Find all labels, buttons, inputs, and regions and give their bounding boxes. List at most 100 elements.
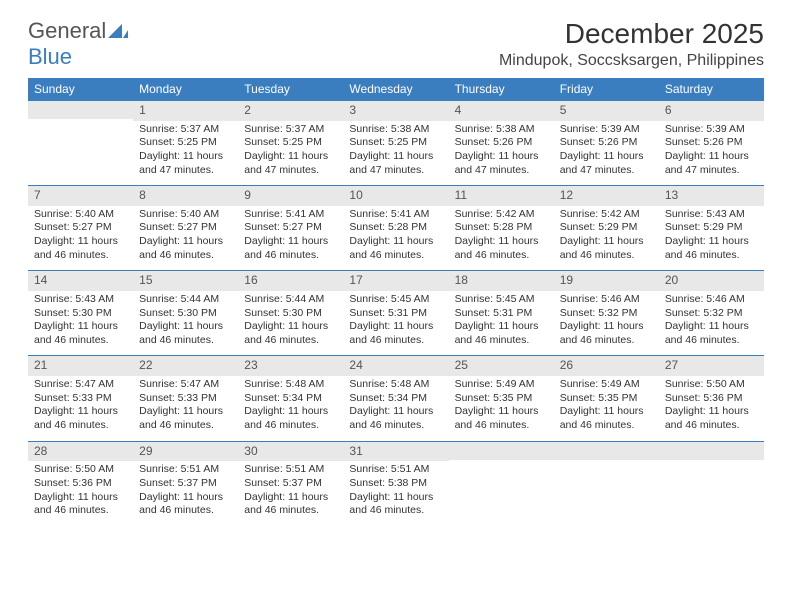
- day-content: Sunrise: 5:47 AMSunset: 5:33 PMDaylight:…: [133, 376, 238, 441]
- daylight-text: Daylight: 11 hours and 46 minutes.: [34, 491, 127, 518]
- daylight-text: Daylight: 11 hours and 46 minutes.: [139, 491, 232, 518]
- sunset-text: Sunset: 5:36 PM: [665, 392, 758, 406]
- sunrise-text: Sunrise: 5:41 AM: [244, 208, 337, 222]
- daylight-text: Daylight: 11 hours and 47 minutes.: [244, 150, 337, 177]
- day-number: 5: [554, 100, 659, 121]
- sunrise-text: Sunrise: 5:46 AM: [560, 293, 653, 307]
- sunrise-text: Sunrise: 5:41 AM: [349, 208, 442, 222]
- sunset-text: Sunset: 5:25 PM: [244, 136, 337, 150]
- day-number: 19: [554, 270, 659, 291]
- calendar-day-cell: 5Sunrise: 5:39 AMSunset: 5:26 PMDaylight…: [554, 100, 659, 185]
- sunrise-text: Sunrise: 5:45 AM: [349, 293, 442, 307]
- daylight-text: Daylight: 11 hours and 46 minutes.: [139, 235, 232, 262]
- calendar-day-cell: 10Sunrise: 5:41 AMSunset: 5:28 PMDayligh…: [343, 185, 448, 270]
- sunrise-text: Sunrise: 5:47 AM: [34, 378, 127, 392]
- day-number: 15: [133, 270, 238, 291]
- day-content: Sunrise: 5:43 AMSunset: 5:29 PMDaylight:…: [659, 206, 764, 271]
- calendar-day-cell: 23Sunrise: 5:48 AMSunset: 5:34 PMDayligh…: [238, 355, 343, 440]
- calendar-day-cell: 22Sunrise: 5:47 AMSunset: 5:33 PMDayligh…: [133, 355, 238, 440]
- calendar-week-row: 1Sunrise: 5:37 AMSunset: 5:25 PMDaylight…: [28, 100, 764, 185]
- calendar-header: SundayMondayTuesdayWednesdayThursdayFrid…: [28, 78, 764, 100]
- daylight-text: Daylight: 11 hours and 47 minutes.: [139, 150, 232, 177]
- daylight-text: Daylight: 11 hours and 46 minutes.: [244, 320, 337, 347]
- calendar-day-cell: 7Sunrise: 5:40 AMSunset: 5:27 PMDaylight…: [28, 185, 133, 270]
- empty-day: [449, 441, 554, 460]
- daylight-text: Daylight: 11 hours and 46 minutes.: [455, 405, 548, 432]
- calendar-day-cell: [659, 441, 764, 526]
- sunset-text: Sunset: 5:34 PM: [244, 392, 337, 406]
- day-number: 13: [659, 185, 764, 206]
- sunrise-text: Sunrise: 5:49 AM: [455, 378, 548, 392]
- weekday-header: Friday: [554, 78, 659, 100]
- daylight-text: Daylight: 11 hours and 47 minutes.: [665, 150, 758, 177]
- day-content: Sunrise: 5:44 AMSunset: 5:30 PMDaylight:…: [133, 291, 238, 356]
- day-number: 26: [554, 355, 659, 376]
- sunrise-text: Sunrise: 5:50 AM: [34, 463, 127, 477]
- daylight-text: Daylight: 11 hours and 46 minutes.: [560, 320, 653, 347]
- calendar-week-row: 21Sunrise: 5:47 AMSunset: 5:33 PMDayligh…: [28, 355, 764, 440]
- sunrise-text: Sunrise: 5:42 AM: [455, 208, 548, 222]
- sunset-text: Sunset: 5:27 PM: [34, 221, 127, 235]
- day-number: 31: [343, 441, 448, 462]
- day-number: 14: [28, 270, 133, 291]
- calendar-day-cell: 4Sunrise: 5:38 AMSunset: 5:26 PMDaylight…: [449, 100, 554, 185]
- calendar-day-cell: 2Sunrise: 5:37 AMSunset: 5:25 PMDaylight…: [238, 100, 343, 185]
- daylight-text: Daylight: 11 hours and 46 minutes.: [34, 405, 127, 432]
- day-number: 16: [238, 270, 343, 291]
- daylight-text: Daylight: 11 hours and 47 minutes.: [560, 150, 653, 177]
- sunset-text: Sunset: 5:28 PM: [455, 221, 548, 235]
- calendar-day-cell: 27Sunrise: 5:50 AMSunset: 5:36 PMDayligh…: [659, 355, 764, 440]
- sunrise-text: Sunrise: 5:51 AM: [244, 463, 337, 477]
- sunrise-text: Sunrise: 5:46 AM: [665, 293, 758, 307]
- sunrise-text: Sunrise: 5:48 AM: [349, 378, 442, 392]
- weekday-header: Monday: [133, 78, 238, 100]
- sunrise-text: Sunrise: 5:51 AM: [349, 463, 442, 477]
- day-number: 21: [28, 355, 133, 376]
- sunset-text: Sunset: 5:25 PM: [349, 136, 442, 150]
- daylight-text: Daylight: 11 hours and 46 minutes.: [349, 491, 442, 518]
- sunrise-text: Sunrise: 5:43 AM: [665, 208, 758, 222]
- daylight-text: Daylight: 11 hours and 46 minutes.: [244, 405, 337, 432]
- day-number: 12: [554, 185, 659, 206]
- day-content: Sunrise: 5:50 AMSunset: 5:36 PMDaylight:…: [28, 461, 133, 526]
- calendar-day-cell: 1Sunrise: 5:37 AMSunset: 5:25 PMDaylight…: [133, 100, 238, 185]
- day-content: Sunrise: 5:40 AMSunset: 5:27 PMDaylight:…: [28, 206, 133, 271]
- calendar-day-cell: 18Sunrise: 5:45 AMSunset: 5:31 PMDayligh…: [449, 270, 554, 355]
- calendar-week-row: 28Sunrise: 5:50 AMSunset: 5:36 PMDayligh…: [28, 441, 764, 526]
- calendar-day-cell: 20Sunrise: 5:46 AMSunset: 5:32 PMDayligh…: [659, 270, 764, 355]
- day-content: Sunrise: 5:48 AMSunset: 5:34 PMDaylight:…: [238, 376, 343, 441]
- sunset-text: Sunset: 5:29 PM: [560, 221, 653, 235]
- calendar-day-cell: 31Sunrise: 5:51 AMSunset: 5:38 PMDayligh…: [343, 441, 448, 526]
- weekday-header: Saturday: [659, 78, 764, 100]
- daylight-text: Daylight: 11 hours and 46 minutes.: [665, 405, 758, 432]
- day-number: 25: [449, 355, 554, 376]
- day-content: Sunrise: 5:38 AMSunset: 5:25 PMDaylight:…: [343, 121, 448, 186]
- calendar-day-cell: 13Sunrise: 5:43 AMSunset: 5:29 PMDayligh…: [659, 185, 764, 270]
- day-content: Sunrise: 5:38 AMSunset: 5:26 PMDaylight:…: [449, 121, 554, 186]
- daylight-text: Daylight: 11 hours and 46 minutes.: [560, 235, 653, 262]
- calendar-day-cell: 12Sunrise: 5:42 AMSunset: 5:29 PMDayligh…: [554, 185, 659, 270]
- sunrise-text: Sunrise: 5:45 AM: [455, 293, 548, 307]
- daylight-text: Daylight: 11 hours and 46 minutes.: [560, 405, 653, 432]
- sunset-text: Sunset: 5:36 PM: [34, 477, 127, 491]
- sunset-text: Sunset: 5:32 PM: [560, 307, 653, 321]
- sunrise-text: Sunrise: 5:37 AM: [244, 123, 337, 137]
- sunrise-text: Sunrise: 5:50 AM: [665, 378, 758, 392]
- day-content: Sunrise: 5:49 AMSunset: 5:35 PMDaylight:…: [449, 376, 554, 441]
- weekday-header: Thursday: [449, 78, 554, 100]
- calendar-week-row: 7Sunrise: 5:40 AMSunset: 5:27 PMDaylight…: [28, 185, 764, 270]
- daylight-text: Daylight: 11 hours and 46 minutes.: [34, 320, 127, 347]
- sunrise-text: Sunrise: 5:39 AM: [665, 123, 758, 137]
- daylight-text: Daylight: 11 hours and 46 minutes.: [665, 320, 758, 347]
- empty-day: [554, 441, 659, 460]
- daylight-text: Daylight: 11 hours and 46 minutes.: [349, 320, 442, 347]
- weekday-header: Sunday: [28, 78, 133, 100]
- calendar-day-cell: 9Sunrise: 5:41 AMSunset: 5:27 PMDaylight…: [238, 185, 343, 270]
- day-number: 7: [28, 185, 133, 206]
- sunrise-text: Sunrise: 5:39 AM: [560, 123, 653, 137]
- logo-sail-icon: [108, 22, 128, 43]
- sunset-text: Sunset: 5:35 PM: [560, 392, 653, 406]
- day-number: 23: [238, 355, 343, 376]
- logo: General Blue: [28, 18, 128, 70]
- day-content: Sunrise: 5:43 AMSunset: 5:30 PMDaylight:…: [28, 291, 133, 356]
